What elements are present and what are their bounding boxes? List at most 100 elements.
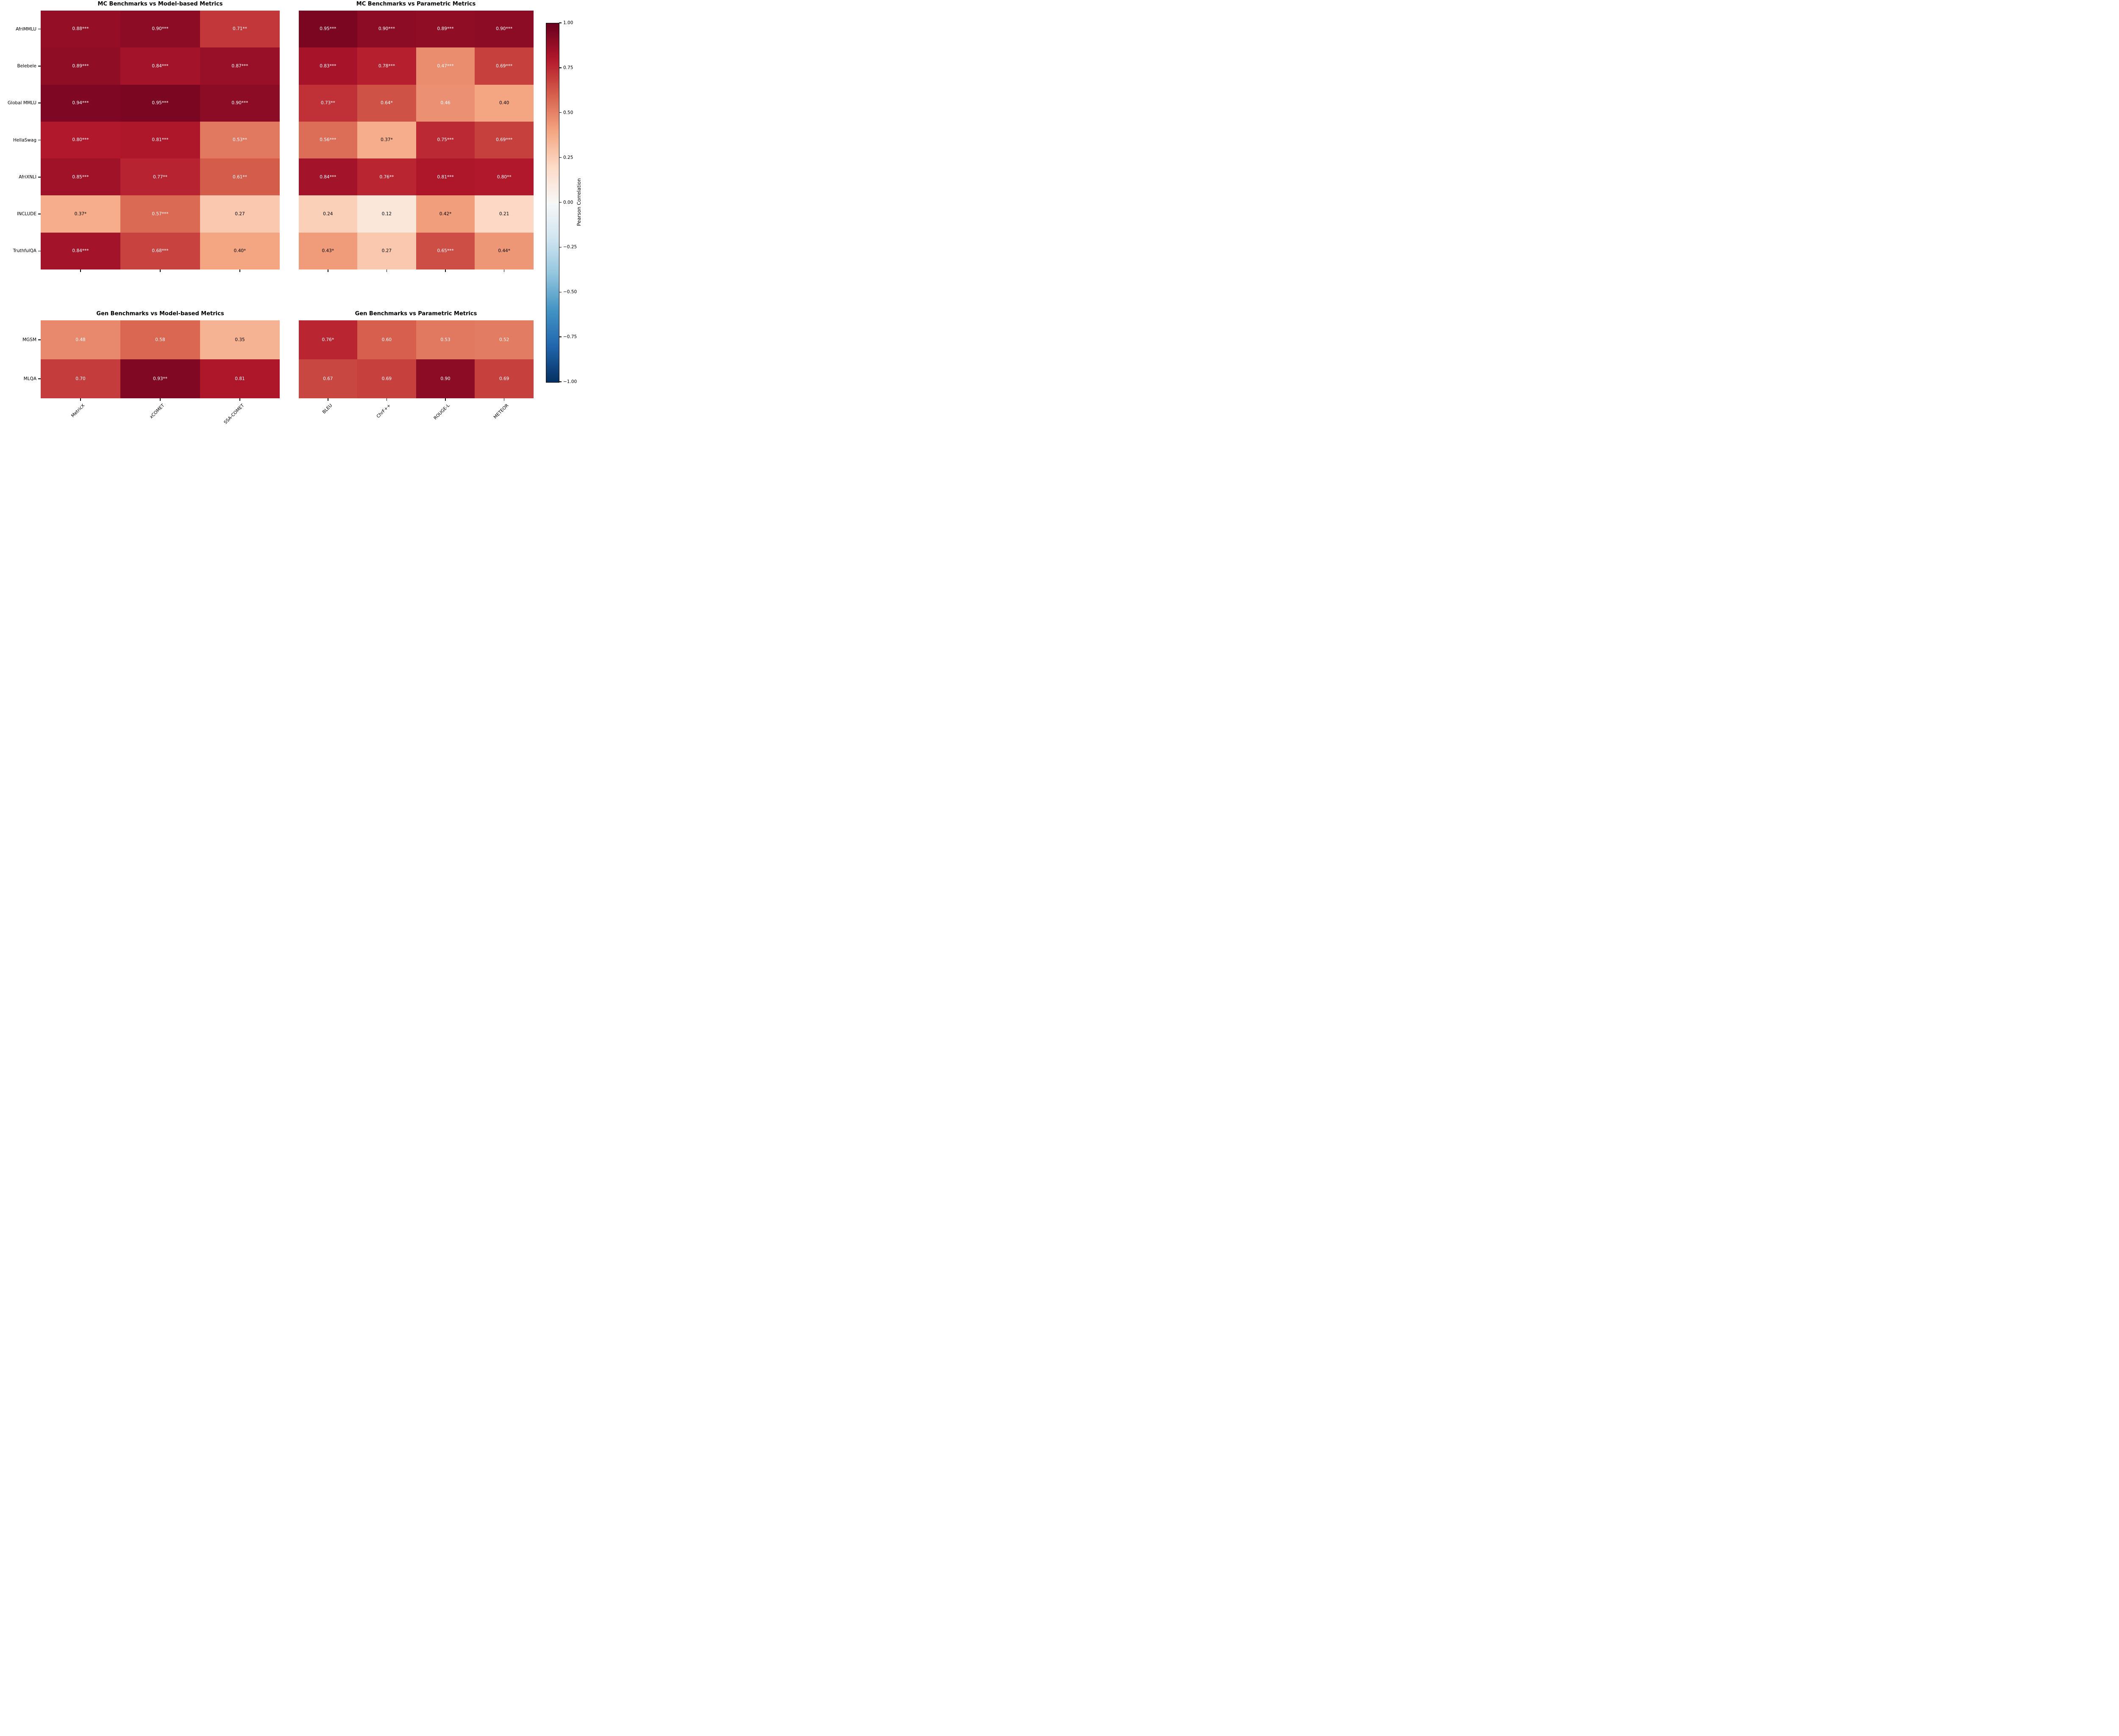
y-axis-tick	[38, 139, 41, 141]
heatmap-cell: 0.90***	[120, 11, 200, 48]
heatmap-cell: 0.52	[475, 320, 534, 359]
heatmap-cell: 0.40*	[200, 232, 280, 269]
cell-value: 0.76*	[322, 337, 334, 342]
cell-value: 0.89***	[72, 63, 89, 69]
heatmap-cell: 0.81***	[416, 158, 475, 196]
heatmap-cell: 0.53	[416, 320, 475, 359]
heatmap-cell: 0.89***	[41, 47, 120, 85]
heatmap-cell: 0.71**	[200, 11, 280, 48]
heatmap-cell: 0.43*	[298, 232, 358, 269]
cell-value: 0.90	[440, 376, 450, 381]
cell-value: 0.71**	[233, 26, 247, 32]
heatmap-cell: 0.90***	[200, 84, 280, 122]
heatmap-cell: 0.65***	[416, 232, 475, 269]
cell-value: 0.84***	[152, 63, 169, 69]
row-label: TruthfulQA	[13, 248, 36, 254]
x-axis-tick	[503, 398, 505, 401]
heatmap-cell: 0.27	[357, 232, 416, 269]
column-label: MetricX	[70, 403, 86, 419]
cell-value: 0.46	[440, 100, 450, 106]
cell-value: 0.53	[440, 337, 450, 342]
heatmap-cell: 0.42*	[416, 195, 475, 233]
heatmap-cell: 0.27	[200, 195, 280, 233]
cell-value: 0.77**	[153, 174, 167, 180]
cell-value: 0.64*	[381, 100, 393, 106]
heatmap-cell: 0.87***	[200, 47, 280, 85]
cell-value: 0.58	[155, 337, 165, 342]
heatmap-cell: 0.53**	[200, 121, 280, 159]
heatmap-cell: 0.94***	[41, 84, 120, 122]
cell-value: 0.83***	[320, 63, 336, 69]
colorbar-tick	[559, 112, 562, 113]
heatmap-cell: 0.12	[357, 195, 416, 233]
cell-value: 0.87***	[231, 63, 248, 69]
heatmap-cell: 0.70	[41, 359, 120, 398]
x-axis-tick	[80, 398, 81, 401]
colorbar-tick	[559, 67, 562, 68]
x-axis-tick	[445, 398, 446, 401]
heatmap-cell: 0.84***	[41, 232, 120, 269]
heatmap-cell: 0.80***	[41, 121, 120, 159]
cell-value: 0.81***	[437, 174, 454, 180]
heatmap-title-mc-model: MC Benchmarks vs Model-based Metrics	[97, 1, 223, 7]
cell-value: 0.12	[381, 211, 392, 217]
cell-value: 0.56***	[320, 137, 336, 143]
row-label: Global MMLU	[8, 100, 36, 106]
column-label: SSA-COMET	[223, 403, 245, 425]
cell-value: 0.65***	[437, 248, 454, 254]
cell-value: 0.88***	[72, 26, 89, 32]
row-label: INCLUDE	[17, 211, 36, 217]
x-axis-tick	[445, 269, 446, 272]
row-label: HellaSwag	[13, 137, 36, 143]
colorbar-tick-label: −1.00	[563, 379, 577, 384]
heatmap-cell: 0.93**	[120, 359, 200, 398]
colorbar-tick-label: −0.50	[563, 289, 577, 295]
cell-value: 0.93**	[153, 376, 167, 381]
cell-value: 0.84***	[320, 174, 336, 180]
column-label: METEOR	[492, 403, 510, 420]
colorbar-tick-label: 0.00	[563, 200, 573, 205]
heatmap-cell: 0.68***	[120, 232, 200, 269]
cell-value: 0.94***	[72, 100, 89, 106]
heatmap-title-gen-model: Gen Benchmarks vs Model-based Metrics	[96, 311, 224, 317]
colorbar-tick-label: 0.75	[563, 65, 573, 70]
cell-value: 0.90***	[231, 100, 248, 106]
y-axis-tick	[38, 339, 41, 340]
colorbar	[546, 23, 559, 383]
x-axis-tick	[160, 269, 161, 272]
heatmap-gen-model: 0.48 0.58 0.35 0.70 0.93** 0.81	[41, 320, 280, 398]
cell-value: 0.84***	[72, 248, 89, 254]
heatmap-cell: 0.69***	[475, 121, 534, 159]
x-axis-tick	[80, 269, 81, 272]
heatmap-title-mc-param: MC Benchmarks vs Parametric Metrics	[356, 1, 476, 7]
cell-value: 0.90***	[496, 26, 513, 32]
cell-value: 0.76**	[379, 174, 394, 180]
cell-value: 0.44*	[498, 248, 510, 254]
cell-value: 0.70	[75, 376, 86, 381]
heatmap-cell: 0.73**	[298, 84, 358, 122]
cell-value: 0.47***	[437, 63, 454, 69]
column-label: xCOMET	[148, 403, 166, 420]
cell-value: 0.53**	[233, 137, 247, 143]
cell-value: 0.48	[75, 337, 86, 342]
colorbar-axis-label: Pearson Correlation	[576, 178, 582, 226]
cell-value: 0.80***	[72, 137, 89, 143]
cell-value: 0.90***	[378, 26, 395, 32]
cell-value: 0.67	[323, 376, 333, 381]
heatmap-cell: 0.77**	[120, 158, 200, 196]
cell-value: 0.81	[235, 376, 245, 381]
heatmap-cell: 0.75***	[416, 121, 475, 159]
heatmap-cell: 0.64*	[357, 84, 416, 122]
heatmap-cell: 0.69	[357, 359, 416, 398]
heatmap-cell: 0.88***	[41, 11, 120, 48]
y-axis-tick	[38, 177, 41, 178]
cell-value: 0.81***	[152, 137, 169, 143]
cell-value: 0.95***	[152, 100, 169, 106]
heatmap-cell: 0.37*	[357, 121, 416, 159]
heatmap-cell: 0.60	[357, 320, 416, 359]
heatmap-gen-param: 0.76* 0.60 0.53 0.52 0.67 0.69 0.90 0.69	[298, 320, 534, 398]
x-axis-tick	[239, 269, 240, 272]
heatmap-cell: 0.90	[416, 359, 475, 398]
heatmap-mc-param: 0.95*** 0.90*** 0.89*** 0.90*** 0.83*** 0.78*…	[298, 11, 534, 269]
column-label: ROUGE-L	[433, 403, 451, 421]
